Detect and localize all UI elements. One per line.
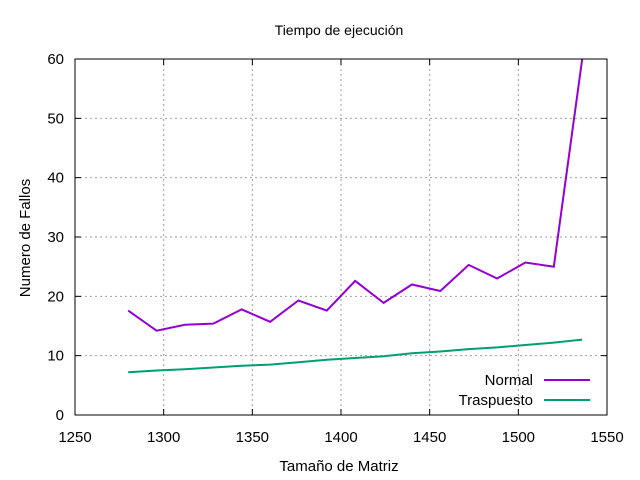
- y-tick-label: 20: [47, 288, 64, 305]
- grid-layer: [75, 59, 607, 415]
- y-tick-label: 40: [47, 170, 64, 187]
- series-line-normal: [127, 58, 584, 332]
- legend: Normal Traspuesto: [459, 372, 590, 409]
- x-tick-label: 1350: [236, 429, 269, 446]
- y-tick-label: 0: [56, 407, 64, 424]
- tick-layer: 1250 1300 1350 1400 1450 1500 1550 0 10 20 30 40 50 6…: [47, 51, 623, 446]
- x-axis-label: Tamaño de Matriz: [279, 458, 398, 475]
- x-tick-label: 1400: [324, 429, 357, 446]
- x-tick-label: 1550: [590, 429, 623, 446]
- y-tick-label: 30: [47, 229, 64, 246]
- plot-frame: [74, 58, 608, 416]
- y-tick-label: 10: [47, 348, 64, 365]
- y-tick-label: 60: [47, 51, 64, 68]
- series-line-traspuesto: [128, 338, 583, 374]
- x-tick-label: 1500: [502, 429, 535, 446]
- x-tick-label: 1250: [58, 429, 91, 446]
- y-axis-label: Numero de Fallos: [17, 179, 34, 297]
- chart-title: Tiempo de ejecución: [275, 22, 404, 38]
- x-tick-label: 1300: [147, 429, 180, 446]
- x-tick-label: 1450: [413, 429, 446, 446]
- y-tick-label: 50: [47, 110, 64, 127]
- legend-label: Traspuesto: [459, 392, 533, 409]
- series-layer: [127, 58, 584, 374]
- legend-label: Normal: [485, 372, 533, 389]
